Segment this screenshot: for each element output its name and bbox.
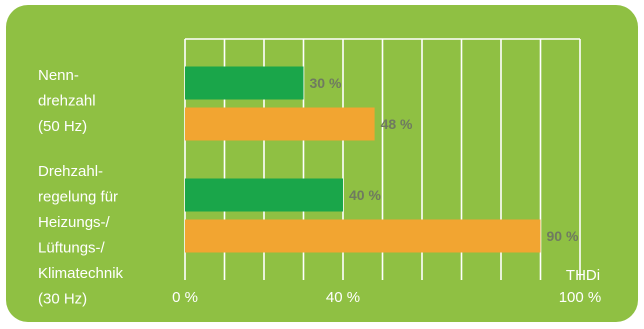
- bar: [185, 66, 304, 100]
- category-label-line: (30 Hz): [38, 291, 87, 308]
- bar: [185, 107, 375, 141]
- chart-panel: 30 % 40 % 48 % 90 % Nenn-drehzahl (50 Hz) Dreh…: [6, 5, 638, 322]
- category-label-line: drehzahl: [38, 93, 96, 110]
- data-label: 48 %: [381, 116, 413, 132]
- category-label: Drehzahl-regelung für Heizungs-/ Lüftungs-…: [38, 163, 124, 308]
- category-label: Nenn-drehzahl (50 Hz): [38, 67, 96, 135]
- x-tick-label: 40 %: [326, 289, 360, 306]
- data-label: 90 %: [547, 228, 579, 244]
- category-label-line: Nenn-: [38, 67, 79, 84]
- data-label: 40 %: [349, 187, 381, 203]
- x-tick-label: 0 %: [172, 289, 198, 306]
- x-axis-label: THDi: [566, 267, 600, 284]
- category-label-line: regelung für: [38, 189, 118, 206]
- bar: [185, 178, 343, 212]
- bar: [185, 219, 541, 253]
- category-label-line: Heizungs-/: [38, 214, 111, 231]
- category-label-line: Lüftungs-/: [38, 240, 106, 257]
- data-label: 30 %: [310, 75, 342, 91]
- category-label-line: Drehzahl-: [38, 163, 103, 180]
- thdi-bar-chart: 30 % 40 % 48 % 90 % Nenn-drehzahl (50 Hz) Dreh…: [38, 38, 602, 308]
- category-label-line: Klimatechnik: [38, 265, 124, 282]
- x-tick-label: 100 %: [559, 289, 602, 306]
- category-label-line: (50 Hz): [38, 118, 87, 135]
